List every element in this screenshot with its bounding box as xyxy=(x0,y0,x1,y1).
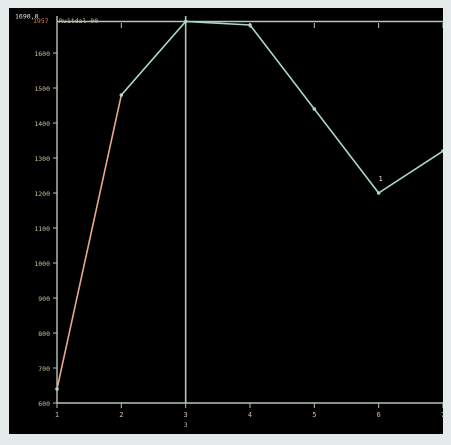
x-tick-label: 6 xyxy=(377,411,381,419)
y-tick-label: 900 xyxy=(38,295,50,303)
header-value: 1957 xyxy=(33,17,49,25)
y-tick-label: 700 xyxy=(38,365,50,373)
data-point xyxy=(119,93,124,97)
y-tick-label: 800 xyxy=(38,330,50,338)
cursor-label: 3 xyxy=(184,421,188,429)
x-tick-label: 7 xyxy=(441,411,443,419)
data-point xyxy=(376,191,381,195)
x-tick-label: 5 xyxy=(312,411,316,419)
data-point xyxy=(441,149,443,153)
chart-frame: 600 700 800 900 1000 1100 1200 1300 1400 1500 1600… xyxy=(9,8,443,434)
header-label: Ru1tdal 00 xyxy=(59,17,98,25)
line-chart: 600 700 800 900 1000 1100 1200 1300 1400 1500 1600… xyxy=(15,13,443,429)
x-tick-label: 4 xyxy=(248,411,252,419)
series-first-segment xyxy=(56,94,123,390)
y-tick-label: 1000 xyxy=(34,260,50,268)
y-tick-label: 1500 xyxy=(34,85,50,93)
x-tick-label: 2 xyxy=(119,411,123,419)
y-tick-label: 1100 xyxy=(34,225,50,233)
x-tick-label: 1 xyxy=(55,411,59,419)
y-tick-label: 1300 xyxy=(34,155,50,163)
y-tick-label: 1400 xyxy=(34,120,50,128)
y-tick-label: 1600 xyxy=(34,50,50,58)
x-tick-label: 3 xyxy=(184,411,188,419)
data-point xyxy=(55,387,59,391)
data-point xyxy=(248,23,252,27)
point-marker-label: 1 xyxy=(379,175,383,183)
y-tick-label: 1200 xyxy=(34,190,50,198)
data-point xyxy=(183,19,188,24)
data-point xyxy=(312,107,317,111)
series-line xyxy=(120,20,443,195)
reference-line-label: 1690,0 xyxy=(15,13,39,21)
y-tick-label: 600 xyxy=(38,400,50,408)
